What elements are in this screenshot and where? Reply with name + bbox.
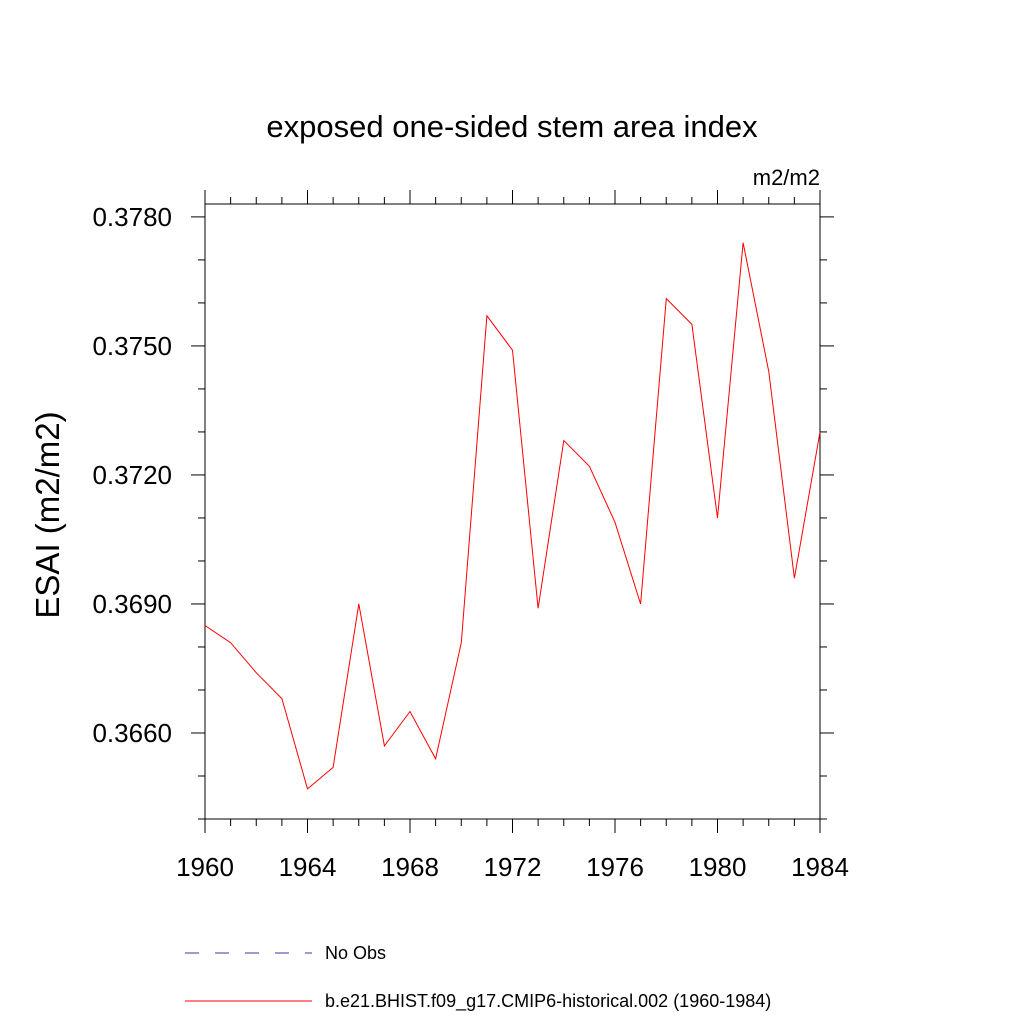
x-tick-label: 1972 — [484, 852, 542, 882]
series-layer — [204, 242, 821, 790]
y-tick-label: 0.3750 — [92, 331, 172, 361]
x-tick-label: 1964 — [279, 852, 337, 882]
series-line — [204, 242, 821, 790]
y-tick-label: 0.3690 — [92, 589, 172, 619]
x-tick-label: 1980 — [689, 852, 747, 882]
y-tick-label: 0.3780 — [92, 202, 172, 232]
axes: 1960 1964 1968 1972 1976 1980 1984 0.3660 0.3690… — [92, 190, 849, 882]
chart-title: exposed one-sided stem area index — [266, 109, 758, 144]
units-label: m2/m2 — [753, 165, 820, 190]
plot-frame — [204, 203, 821, 820]
legend: No Obs b.e21.BHIST.f09_g17.CMIP6-historic… — [185, 943, 771, 1012]
y-tick-label: 0.3720 — [92, 460, 172, 490]
x-tick-label: 1976 — [586, 852, 644, 882]
y-tick-label: 0.3660 — [92, 718, 172, 748]
legend-label: b.e21.BHIST.f09_g17.CMIP6-historical.002… — [325, 991, 771, 1012]
x-tick-label: 1984 — [791, 852, 849, 882]
legend-label: No Obs — [325, 943, 386, 963]
y-axis-label: ESAI (m2/m2) — [29, 411, 66, 618]
x-tick-label: 1960 — [176, 852, 234, 882]
x-tick-label: 1968 — [381, 852, 439, 882]
